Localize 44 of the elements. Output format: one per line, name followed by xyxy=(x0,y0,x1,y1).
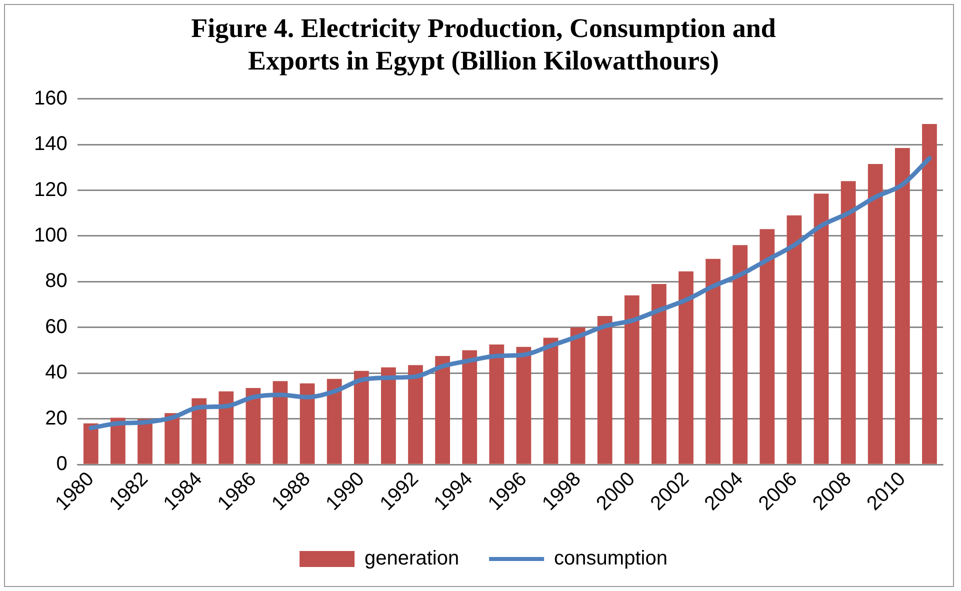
bar xyxy=(354,370,369,464)
y-tick-label: 20 xyxy=(45,407,68,430)
y-tick-label: 100 xyxy=(34,224,68,246)
bar xyxy=(462,350,478,464)
bar xyxy=(732,245,748,464)
bar xyxy=(272,381,288,464)
bar xyxy=(814,194,829,464)
legend-label: generation xyxy=(364,548,460,570)
bar xyxy=(652,284,666,464)
line-series xyxy=(88,156,932,430)
bar xyxy=(543,338,558,464)
bar xyxy=(192,398,207,464)
bar xyxy=(218,391,234,464)
bar xyxy=(489,344,504,464)
y-tick-label: 0 xyxy=(56,453,68,476)
bar xyxy=(435,356,450,464)
y-tick-label: 160 xyxy=(34,87,68,110)
text: Exports in Egypt (Billion Kilowatthours) xyxy=(248,46,720,76)
y-tick-label: 60 xyxy=(45,316,68,338)
bar xyxy=(894,148,910,464)
bar xyxy=(300,383,315,464)
bar xyxy=(246,388,261,464)
bar xyxy=(381,367,396,464)
bar xyxy=(678,271,694,464)
y-tick-label: 80 xyxy=(45,270,68,292)
bar xyxy=(706,258,721,464)
y-tick-label: 140 xyxy=(34,133,68,156)
bar xyxy=(624,295,640,464)
bar xyxy=(868,164,883,464)
bar xyxy=(597,316,612,464)
bar xyxy=(840,181,856,464)
bar xyxy=(83,423,98,464)
legend-label: consumption xyxy=(554,548,668,570)
bar xyxy=(516,346,532,464)
y-tick-label: 120 xyxy=(34,178,68,201)
bar xyxy=(408,365,423,464)
bar xyxy=(922,124,937,464)
bar xyxy=(760,229,775,464)
bar xyxy=(326,378,342,464)
y-tick-label: 40 xyxy=(45,362,68,384)
bar xyxy=(570,327,586,464)
bar xyxy=(786,215,802,464)
text: Figure 4. Electricity Production, Consumption and xyxy=(191,13,776,44)
bar xyxy=(164,413,180,464)
